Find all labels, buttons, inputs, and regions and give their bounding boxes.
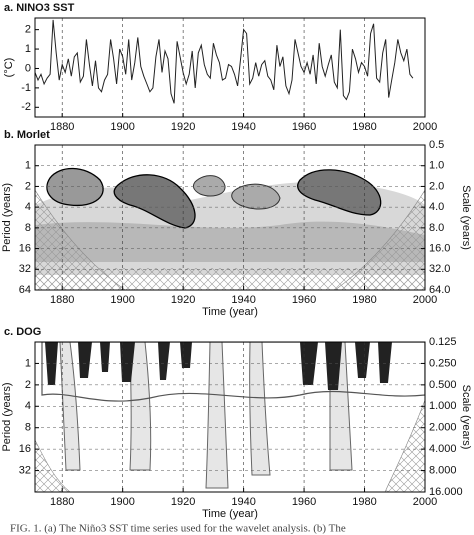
caption: FIG. 1. (a) The Niño3 SST time series us… xyxy=(10,523,346,535)
contour-region xyxy=(249,342,271,476)
x-tick-label: 1980 xyxy=(352,294,376,306)
y2-axis-label: Scale (years) xyxy=(460,385,472,450)
y2-tick-label: 0.250 xyxy=(429,357,457,369)
plot-frame xyxy=(34,144,426,291)
contour-region xyxy=(192,175,226,197)
cone-of-influence xyxy=(35,268,425,290)
y2-tick-label: 2.000 xyxy=(429,422,457,434)
x-tick-label: 1920 xyxy=(171,294,195,306)
panel-title: b. Morlet xyxy=(4,129,50,141)
y-tick-label: 32 xyxy=(19,263,31,275)
x-tick-label: 1900 xyxy=(110,121,134,133)
x-tick-label: 1900 xyxy=(110,496,134,508)
x-tick-label: 2000 xyxy=(413,121,437,133)
y-tick-label: 8 xyxy=(25,222,31,234)
cone-of-influence xyxy=(384,399,425,492)
x-tick-label: 1980 xyxy=(352,496,376,508)
y-tick-label: 16 xyxy=(19,443,31,455)
y-tick-label: 1 xyxy=(25,160,31,172)
y2-tick-label: 64.0 xyxy=(429,284,450,296)
y2-tick-label: 1.0 xyxy=(429,160,444,172)
y-axis-label: (°C) xyxy=(3,58,15,78)
y-tick-label: 64 xyxy=(19,284,31,296)
y2-tick-label: 0.500 xyxy=(429,379,457,391)
y2-tick-label: 0.125 xyxy=(429,336,457,348)
contour-region xyxy=(205,342,229,489)
x-tick-label: 1880 xyxy=(50,496,74,508)
y-tick-label: 32 xyxy=(19,464,31,476)
x-tick-label: 1980 xyxy=(352,121,376,133)
y-tick-label: 8 xyxy=(25,422,31,434)
morlet-power-contours xyxy=(35,167,425,290)
x-tick-label: 1960 xyxy=(292,496,316,508)
x-tick-label: 1940 xyxy=(231,496,255,508)
contour-region xyxy=(231,183,281,210)
plot-frame xyxy=(34,17,426,118)
y-tick-label: 1 xyxy=(25,43,31,55)
x-tick-label: 1960 xyxy=(292,121,316,133)
contour-region xyxy=(59,342,81,471)
panel-title: a. NINO3 SST xyxy=(4,2,75,14)
contour-region xyxy=(35,221,425,262)
contour-region xyxy=(45,342,392,390)
y-tick-label: -1 xyxy=(21,82,31,94)
y-tick-label: 2 xyxy=(25,379,31,391)
y-tick-label: -2 xyxy=(21,101,31,113)
y-tick-label: 4 xyxy=(25,400,31,412)
plot-frame xyxy=(34,341,426,493)
x-tick-label: 1940 xyxy=(231,294,255,306)
x-tick-label: 1960 xyxy=(292,294,316,306)
y2-tick-label: 16.0 xyxy=(429,242,450,254)
x-tick-label: 1880 xyxy=(50,121,74,133)
contour-region xyxy=(46,167,104,207)
y-tick-label: 4 xyxy=(25,201,31,213)
y-tick-label: 2 xyxy=(25,180,31,192)
y-tick-label: 1 xyxy=(25,357,31,369)
panel-title: c. DOG xyxy=(4,326,41,338)
y2-tick-label: 4.000 xyxy=(429,443,457,455)
contour-region xyxy=(297,169,382,216)
y-tick-label: 16 xyxy=(19,242,31,254)
x-tick-label: 1880 xyxy=(50,294,74,306)
x-tick-label: 2000 xyxy=(413,294,437,306)
y-axis-label: Period (years) xyxy=(1,382,13,451)
y2-tick-label: 8.0 xyxy=(429,222,444,234)
sst-line xyxy=(34,19,414,104)
x-tick-label: 2000 xyxy=(413,496,437,508)
x-tick-label: 1940 xyxy=(231,121,255,133)
y2-tick-label: 0.5 xyxy=(429,139,444,151)
y2-tick-label: 4.0 xyxy=(429,201,444,213)
dog-power-contours xyxy=(35,342,425,492)
x-tick-label: 1920 xyxy=(171,121,195,133)
y-tick-label: 0 xyxy=(25,62,31,74)
y2-axis-label: Scale (years) xyxy=(460,185,472,250)
contour-region xyxy=(129,342,152,471)
y-axis-label: Period (years) xyxy=(1,183,13,252)
y2-tick-label: 1.000 xyxy=(429,400,457,412)
x-axis-label: Time (year) xyxy=(202,508,258,520)
contour-region xyxy=(41,342,425,402)
y-tick-label: 2 xyxy=(25,24,31,36)
y2-tick-label: 8.000 xyxy=(429,464,457,476)
cone-of-influence xyxy=(35,439,71,492)
x-tick-label: 1920 xyxy=(171,496,195,508)
x-tick-label: 1900 xyxy=(110,294,134,306)
y2-tick-label: 32.0 xyxy=(429,263,450,275)
y2-tick-label: 2.0 xyxy=(429,180,444,192)
x-axis-label: Time (year) xyxy=(202,306,258,318)
y2-tick-label: 16.000 xyxy=(429,486,463,498)
